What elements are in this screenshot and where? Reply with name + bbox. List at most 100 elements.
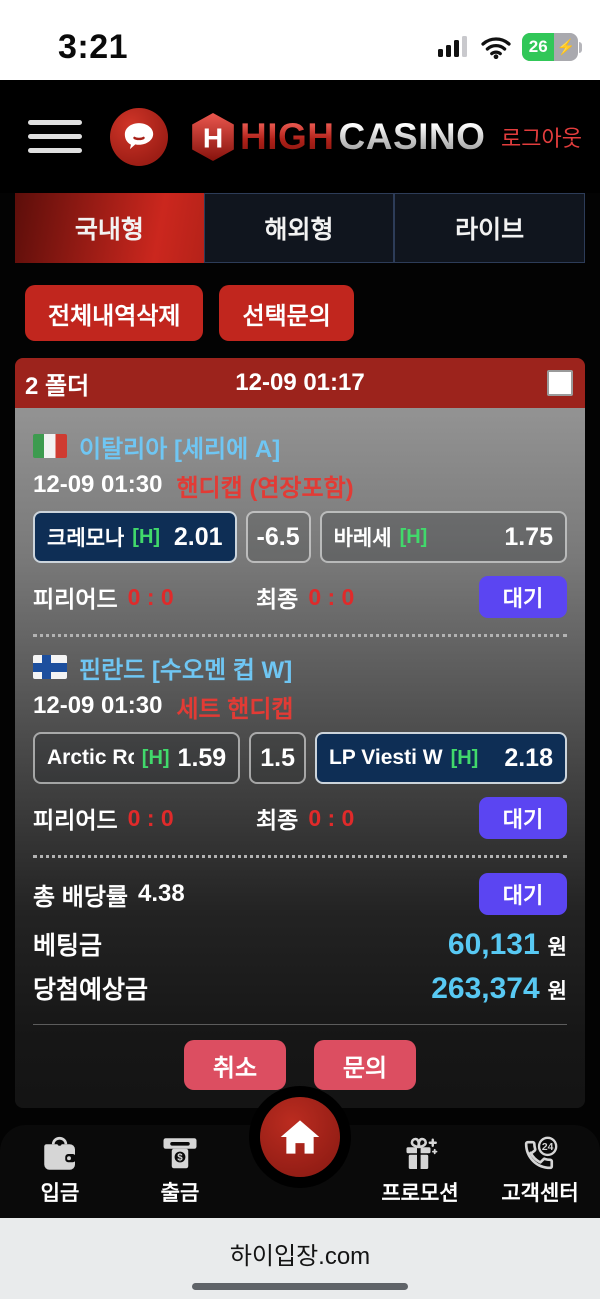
expected-win-label: 당첨예상금: [33, 976, 149, 1004]
wifi-icon: [481, 36, 511, 59]
final-score: 0 : 0: [308, 583, 355, 610]
match-finland: 핀란드 [수오멘 컵 W] 12-09 01:30 세트 핸디캡 Arctic …: [33, 651, 567, 858]
cellular-signal-icon: [438, 36, 467, 57]
dotted-separator: [33, 634, 567, 637]
select-inquiry-button[interactable]: 선택문의: [219, 285, 354, 341]
slip-header: 2 폴더 12-09 01:17: [15, 358, 585, 408]
expected-win-value: 263,374: [431, 972, 540, 1005]
tab-live[interactable]: 라이브: [394, 193, 586, 263]
final-label: 최종: [256, 586, 299, 612]
nav-label: 프로모션: [381, 1182, 459, 1205]
period-label: 피리어드: [33, 586, 118, 612]
away-odds-button[interactable]: 바레세 [H] 1.75: [319, 511, 567, 563]
dotted-separator: [33, 855, 567, 858]
app-header: H HIGH CASINO 로그아웃: [0, 80, 600, 193]
bet-slip-1: 2 폴더 12-09 01:17 이탈리아 [세리에 A] 12-09 01:3…: [15, 358, 585, 1108]
nav-label: 고객센터: [501, 1182, 579, 1205]
battery-indicator: 26 ⚡: [522, 33, 582, 61]
tab-bar: 국내형 해외형 라이브: [15, 193, 586, 263]
away-odds-button[interactable]: LP Viesti W [H] 2.18: [314, 732, 567, 784]
tab-domestic[interactable]: 국내형: [15, 193, 204, 263]
brand-logo: H HIGH CASINO: [190, 112, 485, 162]
battery-cap: [579, 41, 582, 53]
currency-label: 원: [547, 936, 567, 959]
withdraw-icon: $: [163, 1138, 197, 1169]
logout-button[interactable]: 로그아웃: [501, 125, 582, 151]
market-name: 세트 핸디캡: [176, 695, 294, 723]
match-start-time: 12-09 01:30: [33, 692, 163, 719]
folder-count: 2 폴더: [25, 372, 90, 400]
slip-checkbox[interactable]: [547, 370, 573, 396]
home-odds-button[interactable]: 크레모나 [H] 2.01: [33, 511, 237, 563]
market-name: 핸디캡 (연장포함): [176, 474, 354, 502]
support-24-icon: 24: [524, 1136, 558, 1170]
home-odds-value: 2.01: [173, 522, 223, 551]
delete-all-history-button[interactable]: 전체내역삭제: [25, 285, 204, 341]
slip-buttons: 취소 문의: [33, 1040, 567, 1090]
solid-separator: [33, 1024, 567, 1025]
away-odds-value: 2.18: [504, 743, 553, 772]
logo-text-high: HIGH: [240, 115, 335, 157]
tab-overseas[interactable]: 해외형: [203, 193, 395, 263]
charging-bolt-icon: ⚡: [556, 39, 576, 56]
home-indicator[interactable]: [192, 1283, 408, 1290]
cancel-button[interactable]: 취소: [184, 1040, 286, 1090]
status-badge: 대기: [479, 797, 567, 839]
total-odds-label: 총 배당률: [33, 883, 128, 911]
handicap-tag: [H]: [450, 746, 479, 769]
match-start-time: 12-09 01:30: [33, 471, 163, 498]
period-score: 0 : 0: [127, 804, 174, 831]
league-name: 이탈리아 [세리에 A]: [79, 435, 281, 463]
site-domain: 하이입장.com: [229, 1243, 371, 1270]
home-icon: [280, 1120, 320, 1154]
svg-text:H: H: [203, 122, 223, 153]
site-footer: 하이입장.com: [0, 1218, 600, 1299]
logo-text-casino: CASINO: [338, 115, 486, 157]
home-button[interactable]: [260, 1097, 340, 1177]
final-label: 최종: [256, 807, 299, 833]
nav-item-support[interactable]: 24 고객센터: [480, 1136, 600, 1207]
nav-item-promotion[interactable]: 프로모션: [360, 1136, 480, 1207]
gift-icon: [406, 1137, 438, 1169]
period-label: 피리어드: [33, 807, 118, 833]
nav-item-deposit[interactable]: 입금: [0, 1136, 120, 1207]
status-icons: 26 ⚡: [438, 33, 582, 61]
home-odds-value: 1.59: [177, 743, 227, 772]
away-team-name: LP Viesti W: [328, 746, 443, 769]
away-team-name: 바레세: [333, 527, 392, 550]
bet-amount-label: 베팅금: [33, 932, 103, 960]
handicap-tag: [H]: [132, 525, 161, 548]
total-odds-value: 4.38: [138, 880, 185, 907]
finland-flag-icon: [33, 655, 67, 679]
away-odds-value: 1.75: [504, 522, 553, 551]
final-score: 0 : 0: [308, 804, 355, 831]
wallet-icon: [44, 1136, 76, 1170]
period-score: 0 : 0: [127, 583, 174, 610]
action-row: 전체내역삭제 선택문의: [25, 285, 600, 341]
slip-datetime: 12-09 01:17: [235, 369, 365, 396]
italy-flag-icon: [33, 434, 67, 458]
handicap-tag: [H]: [399, 525, 428, 548]
logo-hexagon-icon: H: [192, 112, 234, 161]
handicap-line: -6.5: [245, 511, 311, 563]
chat-bubble-icon: [124, 122, 154, 149]
total-odds-row: 총 배당률 4.38 대기: [33, 873, 567, 915]
league-name: 핀란드 [수오멘 컵 W]: [79, 656, 293, 684]
svg-text:24: 24: [542, 1142, 554, 1153]
status-badge: 대기: [479, 873, 567, 915]
clock: 3:21: [58, 27, 129, 66]
bet-amount-value: 60,131: [447, 928, 540, 961]
chat-button[interactable]: [110, 107, 168, 166]
inquiry-button[interactable]: 문의: [314, 1040, 416, 1090]
match-italy: 이탈리아 [세리에 A] 12-09 01:30 핸디캡 (연장포함) 크레모나…: [33, 430, 567, 637]
home-team-name: 크레모나: [47, 527, 125, 550]
status-badge: 대기: [479, 576, 567, 618]
expected-win-row: 당첨예상금 263,374 원: [33, 970, 567, 1010]
nav-label: 입금: [40, 1182, 80, 1205]
home-odds-button[interactable]: Arctic Rovaniemi W [H] 1.59: [33, 732, 241, 784]
battery-icon: 26 ⚡: [522, 33, 578, 61]
nav-item-withdraw[interactable]: $ 출금: [120, 1136, 240, 1207]
currency-label: 원: [547, 980, 567, 1003]
hamburger-menu-icon[interactable]: [28, 120, 82, 153]
